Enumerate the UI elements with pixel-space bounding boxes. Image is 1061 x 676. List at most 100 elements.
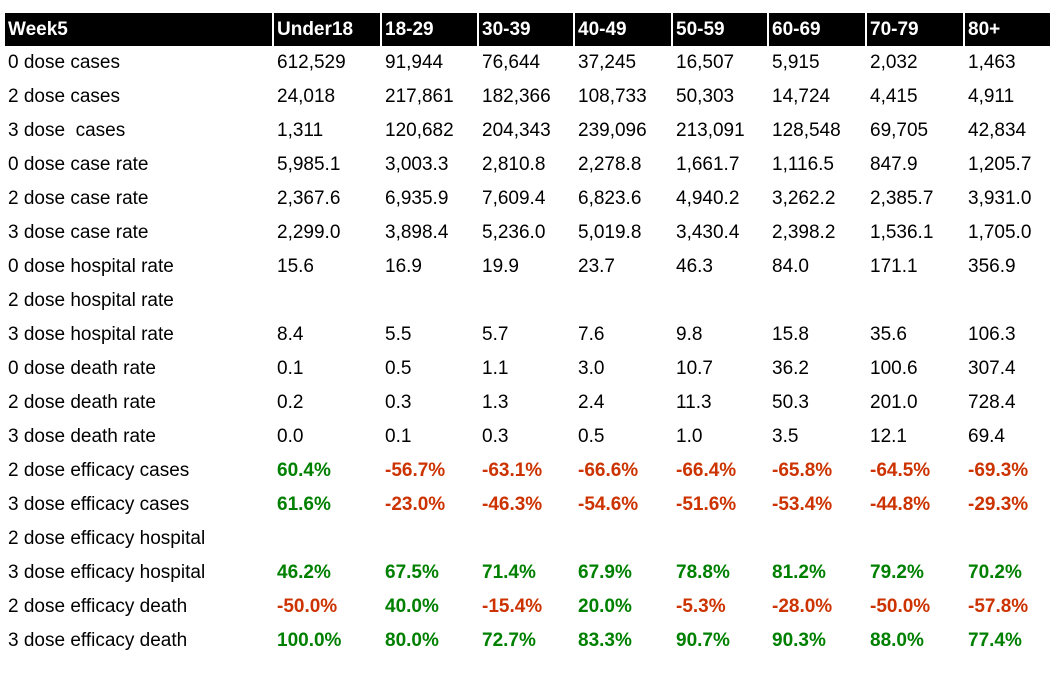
table-row: 0 dose case rate 5,985.1 3,003.3 2,810.8 2,2… xyxy=(5,148,1050,182)
cell: 60.4% xyxy=(277,460,331,481)
cell: 90.3% xyxy=(772,630,826,651)
cell xyxy=(867,522,963,556)
cell: 120,682 xyxy=(385,120,454,141)
cell xyxy=(769,522,865,556)
column-header-30-39: 30-39 xyxy=(479,13,573,46)
cell xyxy=(965,522,1050,556)
cell xyxy=(673,284,767,318)
cell: -57.8% xyxy=(968,596,1029,617)
table-body: 0 dose cases 612,529 91,944 76,644 37,245 16,… xyxy=(5,46,1050,658)
table-row: 2 dose efficacy death -50.0% 40.0% -15.4% 20… xyxy=(5,590,1050,624)
cell: 6,935.9 xyxy=(385,188,449,209)
row-label: 2 dose cases xyxy=(8,86,120,107)
cell: 4,911 xyxy=(968,86,1015,107)
cell: -44.8% xyxy=(870,494,931,515)
row-label: 0 dose hospital rate xyxy=(8,256,174,277)
cell: 3.5 xyxy=(772,426,799,447)
cell: 213,091 xyxy=(676,120,745,141)
cell: -23.0% xyxy=(385,494,446,515)
row-label: 3 dose cases xyxy=(8,120,126,141)
row-label: 2 dose efficacy hospital xyxy=(8,528,206,549)
cell: 100.0% xyxy=(277,630,342,651)
cell: -56.7% xyxy=(385,460,446,481)
row-label: 2 dose death rate xyxy=(8,392,156,413)
table-row: 0 dose death rate 0.1 0.5 1.1 3.0 10.7 36.2 100… xyxy=(5,352,1050,386)
cell: 6,823.6 xyxy=(578,188,642,209)
column-header-50-59: 50-59 xyxy=(673,13,767,46)
column-header-under18: Under18 xyxy=(274,13,380,46)
cell xyxy=(575,284,671,318)
cell: 1.3 xyxy=(482,392,509,413)
cell xyxy=(274,522,380,556)
column-header-18-29: 18-29 xyxy=(382,13,477,46)
cell: 12.1 xyxy=(870,426,907,447)
table-header: Week5 Under18 18-29 30-39 40-49 50-59 60-69 70-… xyxy=(5,13,1050,46)
cell: 5,915 xyxy=(772,52,820,73)
cell: 23.7 xyxy=(578,256,615,277)
cell: 100.6 xyxy=(870,358,918,379)
cell: 108,733 xyxy=(578,86,647,107)
table-row: 2 dose efficacy cases 60.4% -56.7% -63.1% -6… xyxy=(5,454,1050,488)
cell: -69.3% xyxy=(968,460,1029,481)
row-label: 3 dose case rate xyxy=(8,222,149,243)
cell: 84.0 xyxy=(772,256,809,277)
cell: 1.1 xyxy=(482,358,509,379)
cell: 1,705.0 xyxy=(968,222,1032,243)
cell: 1,463 xyxy=(968,52,1016,73)
cell: 2.4 xyxy=(578,392,605,413)
cell: 88.0% xyxy=(870,630,924,651)
cell: 8.4 xyxy=(277,324,304,345)
cell: 7.6 xyxy=(578,324,605,345)
cell xyxy=(274,284,380,318)
cell: -65.8% xyxy=(772,460,833,481)
cell: 19.9 xyxy=(482,256,519,277)
cell: 0.0 xyxy=(277,426,304,447)
cell xyxy=(382,284,477,318)
cell: 128,548 xyxy=(772,120,841,141)
cell: 239,096 xyxy=(578,120,647,141)
cell: 69,705 xyxy=(870,120,929,141)
cell: -50.0% xyxy=(870,596,931,617)
cell: 2,367.6 xyxy=(277,188,341,209)
row-label: 2 dose hospital rate xyxy=(8,290,174,311)
cell: 3,898.4 xyxy=(385,222,449,243)
cell: -66.4% xyxy=(676,460,737,481)
cell: 2,032 xyxy=(870,52,918,73)
cell: 1,536.1 xyxy=(870,222,934,243)
cell: 81.2% xyxy=(772,562,826,583)
cell: 5.5 xyxy=(385,324,412,345)
cell: 5,019.8 xyxy=(578,222,642,243)
cell: 3,430.4 xyxy=(676,222,740,243)
row-label: 3 dose efficacy hospital xyxy=(8,562,206,583)
cell: -51.6% xyxy=(676,494,737,515)
cell: 61.6% xyxy=(277,494,331,515)
cell: 171.1 xyxy=(870,256,918,277)
cell xyxy=(382,522,477,556)
cell: 4,940.2 xyxy=(676,188,740,209)
cell: 2,299.0 xyxy=(277,222,341,243)
cell: 79.2% xyxy=(870,562,924,583)
cell xyxy=(965,284,1050,318)
row-label: 3 dose efficacy death xyxy=(8,630,188,651)
table-row: 3 dose efficacy hospital 46.2% 67.5% 71.4% 6… xyxy=(5,556,1050,590)
table-row: 3 dose cases 1,311 120,682 204,343 239,096 21… xyxy=(5,114,1050,148)
cell: 46.2% xyxy=(277,562,331,583)
cell: -5.3% xyxy=(676,596,726,617)
cell xyxy=(769,284,865,318)
cell: 1,116.5 xyxy=(772,154,834,175)
row-label: 3 dose death rate xyxy=(8,426,156,447)
cell: -28.0% xyxy=(772,596,833,617)
cell: 4,415 xyxy=(870,86,918,107)
column-header-70-79: 70-79 xyxy=(867,13,963,46)
cell: 0.1 xyxy=(277,358,304,379)
cell: 70.2% xyxy=(968,562,1022,583)
cell: 1,661.7 xyxy=(676,154,740,175)
vaccine-stats-table: Week5 Under18 18-29 30-39 40-49 50-59 60-69 70-… xyxy=(3,13,1052,658)
cell: 1,205.7 xyxy=(968,154,1032,175)
cell: 40.0% xyxy=(385,596,439,617)
cell: 5,236.0 xyxy=(482,222,546,243)
cell: 20.0% xyxy=(578,596,632,617)
cell: 36.2 xyxy=(772,358,809,379)
cell: 46.3 xyxy=(676,256,713,277)
cell: 91,944 xyxy=(385,52,444,73)
